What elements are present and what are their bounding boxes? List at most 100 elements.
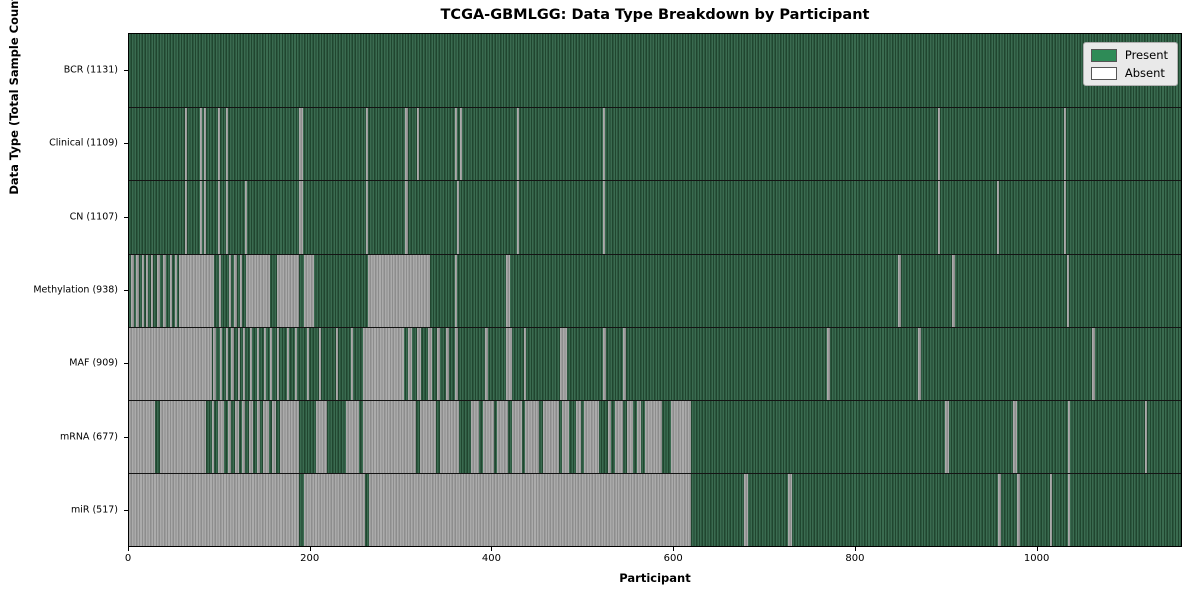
absent-segment bbox=[204, 181, 207, 254]
absent-segment bbox=[404, 181, 409, 254]
chart-title: TCGA-GBMLGG: Data Type Breakdown by Part… bbox=[440, 7, 870, 23]
absent-segment bbox=[245, 181, 247, 254]
y-tick-label-miR: miR (517) bbox=[70, 504, 118, 516]
absent-segment bbox=[506, 254, 510, 327]
x-tick-label-600: 600 bbox=[663, 553, 683, 564]
absent-segment bbox=[937, 108, 940, 181]
absent-segment bbox=[362, 327, 404, 400]
absent-segment bbox=[918, 327, 921, 400]
absent-segment bbox=[185, 181, 188, 254]
absent-segment bbox=[136, 254, 139, 327]
absent-segment bbox=[157, 254, 160, 327]
y-tick-label-Methylation: Methylation (938) bbox=[33, 284, 118, 296]
legend-item-absent: Absent bbox=[1090, 66, 1168, 80]
absent-segment bbox=[506, 327, 512, 400]
absent-segment bbox=[319, 327, 322, 400]
chart-row-CN bbox=[129, 180, 1181, 254]
y-tick-label-CN: CN (1107) bbox=[69, 211, 118, 223]
x-tick-label-800: 800 bbox=[845, 553, 865, 564]
absent-segment bbox=[231, 327, 235, 400]
y-tick-label-mRNA: mRNA (677) bbox=[59, 431, 118, 443]
absent-segment bbox=[636, 400, 642, 474]
absent-segment bbox=[217, 181, 220, 254]
x-tick-label-200: 200 bbox=[300, 553, 320, 564]
absent-segment bbox=[1049, 474, 1053, 547]
absent-segment bbox=[235, 400, 239, 474]
absent-segment bbox=[671, 400, 692, 474]
x-tick-mark bbox=[128, 547, 129, 551]
absent-segment bbox=[272, 400, 276, 474]
absent-segment bbox=[542, 400, 559, 474]
absent-segment bbox=[315, 400, 327, 474]
absent-segment bbox=[952, 254, 956, 327]
present-swatch-icon bbox=[1090, 48, 1117, 62]
absent-segment bbox=[603, 108, 606, 181]
absent-segment bbox=[294, 327, 297, 400]
absent-segment bbox=[623, 327, 626, 400]
absent-segment bbox=[497, 400, 509, 474]
absent-segment bbox=[1013, 400, 1017, 474]
absent-segment bbox=[249, 327, 253, 400]
absent-segment bbox=[129, 474, 300, 547]
absent-segment bbox=[1066, 254, 1070, 327]
y-tick-label-MAF: MAF (909) bbox=[69, 357, 118, 369]
absent-segment bbox=[440, 400, 460, 474]
absent-swatch-icon bbox=[1090, 66, 1117, 80]
absent-segment bbox=[362, 400, 417, 474]
absent-segment bbox=[217, 108, 220, 181]
y-tick-mark bbox=[124, 143, 128, 145]
absent-segment bbox=[219, 327, 223, 400]
absent-segment bbox=[743, 474, 748, 547]
y-tick-label-Clinical: Clinical (1109) bbox=[49, 137, 118, 149]
x-tick-mark bbox=[673, 547, 675, 551]
absent-segment bbox=[562, 400, 569, 474]
x-tick-label-1000: 1000 bbox=[1023, 553, 1050, 564]
absent-segment bbox=[1064, 181, 1066, 254]
absent-segment bbox=[264, 327, 266, 400]
absent-segment bbox=[584, 400, 599, 474]
chart-row-BCR bbox=[129, 34, 1181, 108]
absent-segment bbox=[256, 327, 259, 400]
absent-segment bbox=[276, 327, 279, 400]
absent-segment bbox=[365, 108, 368, 181]
absent-segment bbox=[898, 254, 901, 327]
y-tick-mark bbox=[124, 216, 128, 218]
y-tick-label-BCR: BCR (1131) bbox=[63, 64, 118, 76]
absent-segment bbox=[626, 400, 634, 474]
absent-segment bbox=[517, 108, 519, 181]
x-tick-mark bbox=[309, 547, 311, 551]
absent-segment bbox=[351, 327, 353, 400]
absent-segment bbox=[335, 327, 338, 400]
absent-segment bbox=[218, 254, 221, 327]
absent-segment bbox=[226, 181, 228, 254]
y-tick-mark bbox=[124, 436, 128, 438]
chart-row-Clinical bbox=[129, 107, 1181, 181]
y-tick-mark bbox=[124, 69, 128, 71]
absent-segment bbox=[1067, 400, 1071, 474]
absent-segment bbox=[408, 327, 412, 400]
absent-segment bbox=[607, 400, 612, 474]
absent-segment bbox=[428, 327, 432, 400]
absent-segment bbox=[175, 254, 178, 327]
y-axis-label: Data Type (Total Sample Count) bbox=[7, 0, 21, 195]
absent-segment bbox=[248, 400, 254, 474]
absent-segment bbox=[420, 400, 437, 474]
absent-segment bbox=[304, 474, 365, 547]
x-tick-label-400: 400 bbox=[481, 553, 501, 564]
chart-row-mRNA bbox=[129, 399, 1181, 474]
absent-segment bbox=[211, 400, 215, 474]
absent-segment bbox=[404, 108, 409, 181]
absent-segment bbox=[368, 254, 431, 327]
absent-segment bbox=[460, 108, 462, 181]
absent-segment bbox=[482, 400, 494, 474]
absent-segment bbox=[299, 181, 304, 254]
absent-segment bbox=[256, 400, 260, 474]
absent-segment bbox=[178, 254, 215, 327]
absent-segment bbox=[615, 400, 624, 474]
absent-segment bbox=[559, 327, 568, 400]
absent-segment bbox=[455, 254, 458, 327]
absent-segment bbox=[306, 327, 309, 400]
absent-segment bbox=[237, 327, 240, 400]
absent-segment bbox=[457, 181, 460, 254]
